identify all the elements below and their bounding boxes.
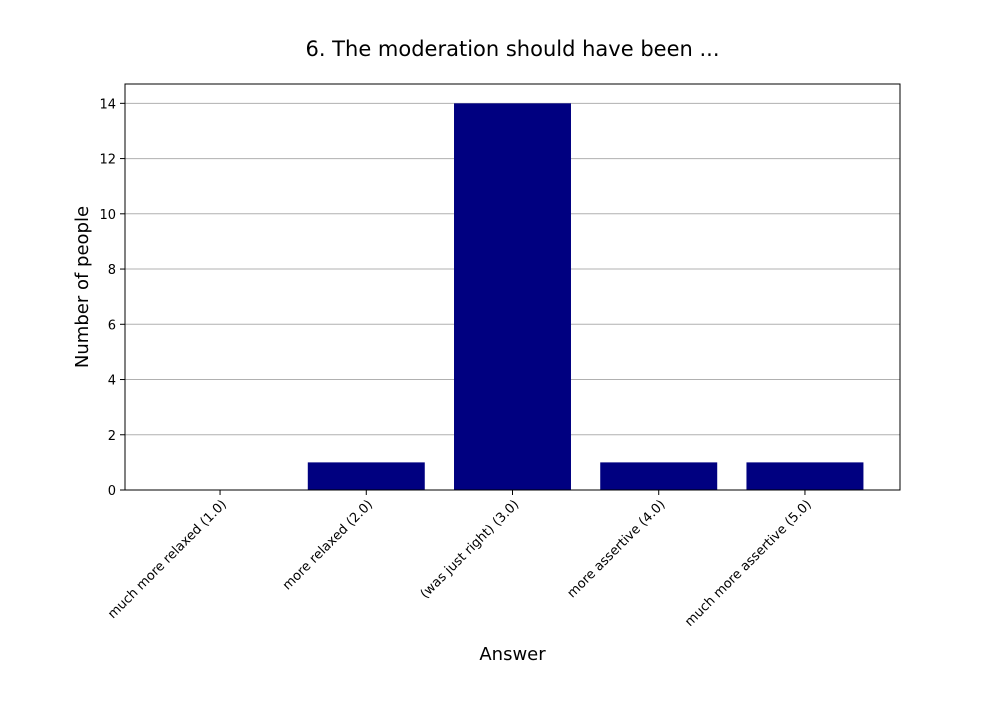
y-tick-label: 2 [108, 429, 116, 444]
x-tick-label: (was just right) (3.0) [418, 497, 523, 602]
y-tick-label: 6 [108, 318, 116, 333]
y-tick-label: 12 [99, 153, 116, 168]
bars [307, 103, 864, 490]
y-tick-label: 4 [108, 374, 116, 389]
bar [454, 103, 571, 490]
x-tick-label: more relaxed (2.0) [280, 497, 376, 593]
y-tick-label: 8 [108, 263, 116, 278]
y-axis-label: Number of people [72, 206, 93, 368]
chart-title: 6. The moderation should have been ... [305, 37, 719, 61]
bar [600, 462, 718, 490]
bar [746, 462, 864, 490]
x-axis-label: Answer [479, 644, 546, 665]
x-tick-label: much more relaxed (1.0) [105, 497, 230, 622]
y-tick-label: 10 [99, 208, 116, 223]
y-tick-label: 0 [108, 484, 116, 499]
y-tick-label: 14 [99, 97, 116, 112]
x-tick-label: more assertive (4.0) [565, 497, 669, 601]
x-tick-label: much more assertive (5.0) [682, 497, 815, 630]
y-axis-ticks: 0 2 4 6 8 10 12 14 [99, 97, 125, 499]
bar [307, 462, 425, 490]
x-axis-ticks: much more relaxed (1.0) more relaxed (2.0… [105, 490, 815, 630]
